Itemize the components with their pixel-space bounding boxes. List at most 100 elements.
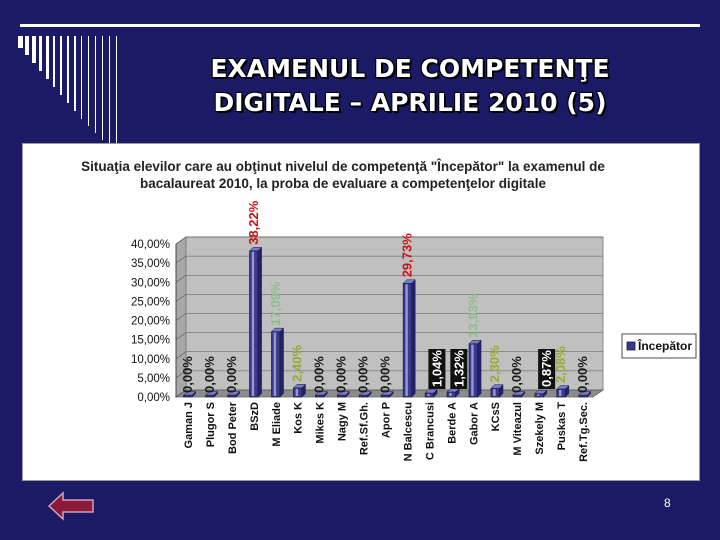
y-tick-label: 0,00% xyxy=(137,392,170,404)
bar-highlight xyxy=(295,388,299,396)
data-label-box xyxy=(538,349,556,389)
x-tick-label: Mikes K xyxy=(315,402,327,444)
back-button[interactable] xyxy=(47,491,95,521)
bar-highlight xyxy=(493,389,496,396)
bar-top xyxy=(556,385,570,390)
bar xyxy=(227,394,237,398)
y-tick-label: 20,00% xyxy=(131,316,170,328)
bar-group xyxy=(468,339,482,398)
x-tick-label: Berde A xyxy=(446,402,458,444)
data-label: 1,32% xyxy=(451,350,466,387)
bar xyxy=(183,394,193,398)
slide-title-line-2: DIGITALE – APRILIE 2010 (5) xyxy=(213,88,607,117)
legend-swatch xyxy=(626,341,636,351)
bar-top xyxy=(336,391,350,396)
bar-highlight xyxy=(537,394,540,396)
page-number: 8 xyxy=(664,496,671,510)
x-tick-label: Apor P xyxy=(381,402,393,438)
x-tick-label: Gabor A xyxy=(468,402,480,445)
data-label: 2,40% xyxy=(290,345,305,382)
bar-top xyxy=(578,391,592,396)
x-tick-label: Gaman J xyxy=(183,402,195,448)
data-label: 0,00% xyxy=(202,356,217,393)
bar-group xyxy=(292,383,307,398)
x-tick-label: Nagy M xyxy=(337,402,349,441)
y-tick-label: 30,00% xyxy=(131,277,170,289)
data-label: 2,08% xyxy=(553,346,568,383)
bar-group xyxy=(183,390,197,398)
bar-group xyxy=(578,390,592,398)
data-label: 0,00% xyxy=(356,356,371,393)
gridline xyxy=(175,236,603,245)
bar-group xyxy=(534,389,548,398)
bar xyxy=(512,394,522,398)
bar-group xyxy=(424,388,438,398)
bar-side xyxy=(279,327,284,398)
bar xyxy=(315,394,325,398)
data-label: 2,30% xyxy=(487,345,502,382)
data-label-box xyxy=(450,349,468,389)
bar xyxy=(578,394,588,398)
chart-title-line-1: Situaţia elevilor care au obţinut nivelu… xyxy=(81,159,605,174)
bar-top xyxy=(270,327,285,332)
bar xyxy=(337,394,347,398)
bar-group xyxy=(490,384,504,398)
bar-group xyxy=(205,390,219,398)
legend-label: Începător xyxy=(637,338,692,353)
data-label: 17,09% xyxy=(268,281,283,326)
y-tick-label: 10,00% xyxy=(131,354,170,366)
bar-highlight xyxy=(559,390,562,396)
chart-title: Situaţia elevilor care au obţinut nivelu… xyxy=(63,158,623,192)
y-tick-label: 40,00% xyxy=(131,239,170,251)
x-tick-label: Puskas T xyxy=(556,402,568,451)
data-label: 0,00% xyxy=(180,356,195,393)
bar-top xyxy=(534,389,548,394)
x-tick-label: Ref.Tg.Sec. xyxy=(578,402,590,462)
y-tick-label: 15,00% xyxy=(131,335,170,347)
bar-top xyxy=(402,279,416,284)
bar-highlight xyxy=(405,284,408,396)
top-rule xyxy=(20,24,700,27)
bar xyxy=(380,394,391,398)
y-tick-label: 5,00% xyxy=(137,373,170,385)
bar-top xyxy=(248,247,263,252)
chart-panel: 0,00% 5,00% 10,00% 15,00% 20,00% 25,00% 30,00%… xyxy=(22,143,700,481)
legend: Începător xyxy=(621,333,697,359)
x-tick-label: BSzD xyxy=(249,402,261,431)
bar-group xyxy=(380,390,394,398)
data-label: 38,22% xyxy=(246,200,261,245)
bar-top xyxy=(512,391,526,396)
chart-title-line-2: bacalaureat 2010, la proba de evaluare a… xyxy=(140,176,546,191)
bar-top xyxy=(314,391,329,396)
bar-top xyxy=(292,384,307,389)
bar-group xyxy=(556,384,570,398)
x-tick-label: Plugor S xyxy=(205,402,217,447)
left-arrow-icon xyxy=(47,491,94,521)
y-tick-label: 35,00% xyxy=(131,258,170,270)
data-label: 0,00% xyxy=(312,356,327,393)
bar-group xyxy=(336,390,350,398)
bar-top xyxy=(380,391,394,396)
bar xyxy=(358,394,369,398)
data-label-box xyxy=(428,349,446,389)
slide-title: EXAMENUL DE COMPETENŢE DIGITALE – APRILI… xyxy=(150,52,670,120)
bar-group xyxy=(358,390,372,398)
x-tick-label: C Brancusi xyxy=(424,402,436,460)
bar-top xyxy=(358,391,372,396)
slide-title-line-1: EXAMENUL DE COMPETENŢE xyxy=(210,54,610,83)
data-label: 0,00% xyxy=(334,356,349,393)
data-label: 0,00% xyxy=(378,356,393,393)
data-label: 1,04% xyxy=(429,350,444,387)
bar-group xyxy=(512,390,526,398)
bar xyxy=(205,394,215,398)
x-tick-label: Ref.Sf.Gh. xyxy=(359,402,371,455)
bar-top xyxy=(227,391,241,396)
x-tick-label: Bod Peter xyxy=(227,401,239,454)
x-tick-label: N Balcescu xyxy=(402,402,414,461)
bar-group xyxy=(248,246,263,398)
bar-highlight xyxy=(471,344,474,396)
bar-highlight xyxy=(427,394,430,396)
bar-group xyxy=(402,279,416,398)
bar-group xyxy=(270,327,285,398)
gridline xyxy=(175,313,603,321)
